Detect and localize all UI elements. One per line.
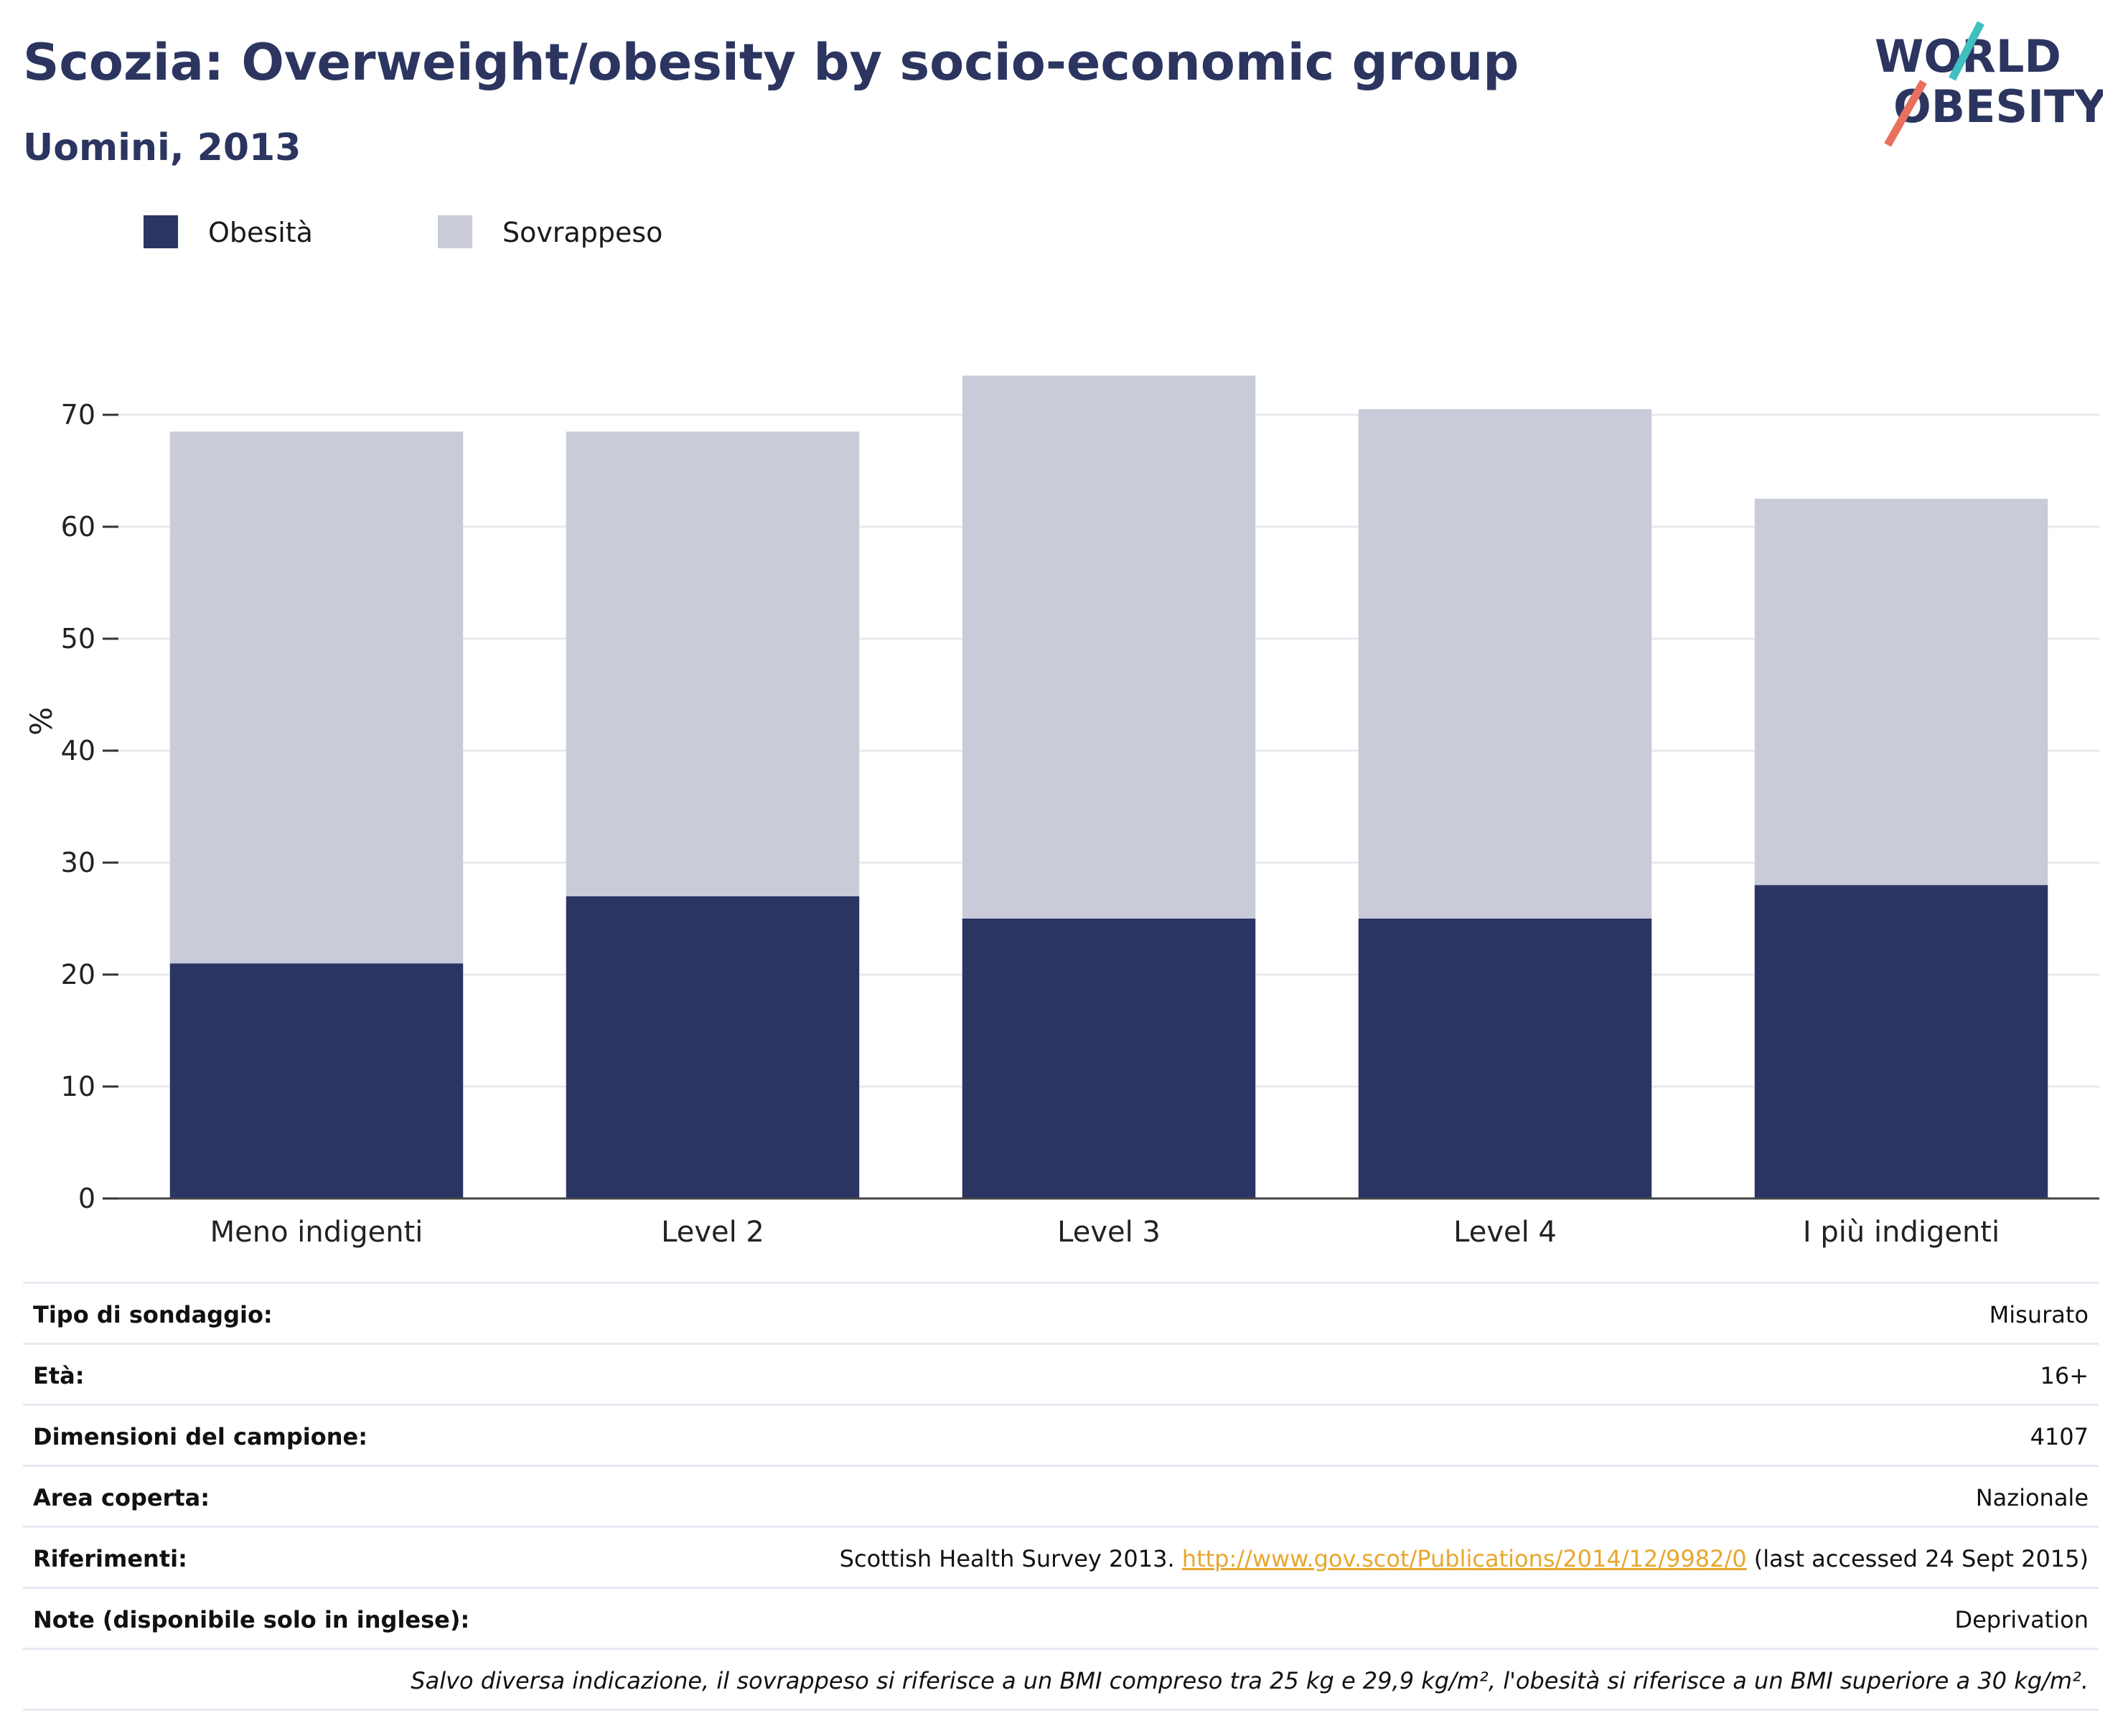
y-tick-label: 30 <box>61 847 95 878</box>
bar-obesity <box>1358 919 1652 1198</box>
legend-label-obesity: Obesità <box>208 217 313 248</box>
definition-note: Salvo diversa indicazione, il sovrappeso… <box>411 1667 2089 1694</box>
y-axis-label: % <box>24 707 59 736</box>
info-label: Tipo di sondaggio: <box>33 1301 273 1328</box>
bar-obesity <box>566 896 860 1198</box>
info-value: Nazionale <box>1975 1484 2089 1511</box>
info-label: Età: <box>33 1362 85 1389</box>
info-row-references: Riferimenti: Scottish Health Survey 2013… <box>23 1526 2099 1587</box>
legend-swatch-overweight <box>438 215 472 248</box>
info-row-sample-size: Dimensioni del campione: 4107 <box>23 1404 2099 1465</box>
bar-obesity <box>1754 885 2048 1198</box>
y-tick-label: 10 <box>61 1071 95 1102</box>
bar-overweight <box>1754 499 2048 886</box>
chart-subtitle: Uomini, 2013 <box>23 126 301 169</box>
info-label: Note (disponibile solo in inglese): <box>33 1606 470 1633</box>
bar-obesity <box>962 919 1256 1198</box>
info-value: 16+ <box>2040 1362 2089 1389</box>
y-tick-label: 60 <box>61 511 95 543</box>
x-tick-label: I più indigenti <box>1803 1216 2000 1249</box>
info-label: Area coperta: <box>33 1484 210 1511</box>
info-value: 4107 <box>2030 1423 2089 1450</box>
bar-obesity <box>169 963 464 1198</box>
bar-overweight <box>169 431 464 964</box>
definition-note-row: Salvo diversa indicazione, il sovrappeso… <box>23 1648 2099 1711</box>
info-row-survey-type: Tipo di sondaggio: Misurato <box>23 1282 2099 1343</box>
y-tick-label: 0 <box>78 1183 95 1214</box>
reference-text: Scottish Health Survey 2013. <box>839 1545 1182 1572</box>
info-label: Dimensioni del campione: <box>33 1423 368 1450</box>
info-value: Misurato <box>1989 1301 2089 1328</box>
x-tick-label: Level 3 <box>1057 1216 1161 1249</box>
logo-slash-teal <box>1949 22 1984 81</box>
info-value: Deprivation <box>1954 1606 2089 1633</box>
legend-label-overweight: Sovrappeso <box>502 217 663 248</box>
info-value-reference: Scottish Health Survey 2013. http://www.… <box>840 1545 2089 1572</box>
bar-overweight <box>1358 409 1652 919</box>
info-row-notes: Note (disponibile solo in inglese): Depr… <box>23 1587 2099 1648</box>
y-tick-label: 20 <box>61 959 95 990</box>
reference-accessed: (last accessed 24 Sept 2015) <box>1746 1545 2089 1572</box>
bar-overweight <box>962 375 1256 919</box>
bar-overweight <box>566 431 860 896</box>
logo-slash-coral <box>1884 80 1927 147</box>
world-obesity-logo: WORLD OBESITY <box>1875 22 2103 147</box>
info-row-age: Età: 16+ <box>23 1343 2099 1404</box>
y-tick-label: 50 <box>61 623 95 654</box>
reference-link[interactable]: http://www.gov.scot/Publications/2014/12… <box>1181 1545 1747 1572</box>
y-tick-label: 70 <box>61 399 95 431</box>
bar-chart: 0 10 20 30 40 50 60 70% Meno indigenti Level 2 Lev… <box>24 375 2099 1249</box>
chart-title: Scozia: Overweight/obesity by socio-econ… <box>23 33 1519 92</box>
x-tick-label: Level 4 <box>1453 1216 1557 1249</box>
logo-line2: OBESITY <box>1893 80 2103 133</box>
info-row-area: Area coperta: Nazionale <box>23 1465 2099 1526</box>
legend-swatch-obesity <box>144 215 178 248</box>
info-label: Riferimenti: <box>33 1545 187 1572</box>
y-tick-label: 40 <box>61 735 95 766</box>
info-table: Tipo di sondaggio: Misurato Età: 16+ Dim… <box>23 1282 2099 1711</box>
x-tick-label: Meno indigenti <box>210 1216 423 1249</box>
x-tick-label: Level 2 <box>661 1216 764 1249</box>
